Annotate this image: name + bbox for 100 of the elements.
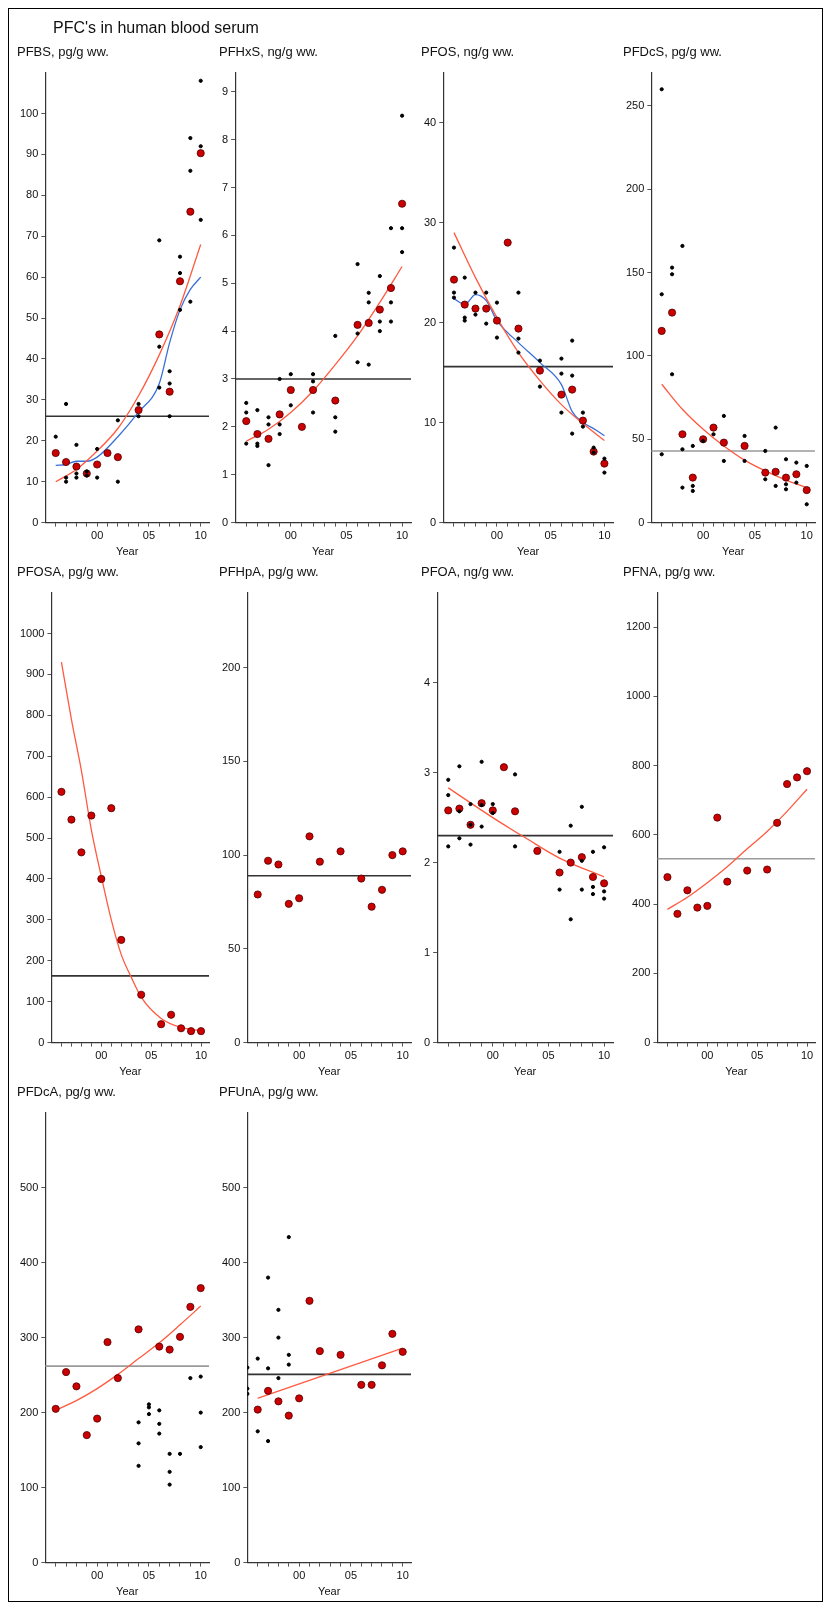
x-tick-label: 00 bbox=[95, 1049, 108, 1062]
y-tick-label: 150 bbox=[221, 754, 241, 767]
y-tick-label: 300 bbox=[19, 1330, 39, 1343]
y-tick-label: 100 bbox=[19, 1480, 39, 1493]
y-tick-label: 20 bbox=[423, 315, 437, 328]
chart-title: PFHpA, pg/g ww. bbox=[219, 564, 319, 580]
y-tick-label: 200 bbox=[26, 953, 45, 966]
y-tick-label: 900 bbox=[26, 667, 45, 680]
y-tick-label: 70 bbox=[26, 229, 39, 242]
x-tick-label: 00 bbox=[293, 1569, 306, 1582]
chart-title: PFOS, ng/g ww. bbox=[421, 44, 515, 60]
y-tick-label: 600 bbox=[26, 790, 45, 803]
y-tick-label: 2 bbox=[221, 419, 229, 432]
x-axis-title: Year bbox=[119, 1065, 142, 1078]
y-tick-label: 700 bbox=[26, 749, 45, 762]
chart-title: PFBS, pg/g ww. bbox=[17, 44, 109, 60]
y-tick-label: 200 bbox=[625, 182, 645, 195]
x-tick-label: 10 bbox=[396, 1569, 409, 1582]
y-tick-label: 200 bbox=[221, 1405, 241, 1418]
y-tick-label: 100 bbox=[221, 848, 241, 861]
x-axis-title: Year bbox=[311, 545, 335, 558]
y-tick-label: 4 bbox=[221, 324, 229, 337]
x-tick-label: 05 bbox=[544, 529, 557, 542]
y-tick-label: 1 bbox=[423, 945, 431, 958]
x-tick-label: 00 bbox=[486, 1049, 499, 1062]
y-tick-label: 2 bbox=[423, 855, 431, 868]
x-tick-label: 05 bbox=[340, 529, 353, 542]
x-axis-title: Year bbox=[513, 1065, 537, 1078]
x-tick-label: 05 bbox=[344, 1569, 358, 1582]
x-axis-title: Year bbox=[318, 1065, 341, 1078]
y-tick-label: 800 bbox=[632, 758, 651, 771]
chart-title: PFDcS, pg/g ww. bbox=[623, 44, 722, 60]
y-tick-label: 200 bbox=[19, 1405, 39, 1418]
y-tick-label: 300 bbox=[26, 912, 45, 925]
y-tick-label: 6 bbox=[221, 228, 229, 241]
y-tick-label: 40 bbox=[423, 115, 437, 128]
x-tick-label: 00 bbox=[697, 529, 710, 542]
x-tick-label: 10 bbox=[800, 1049, 814, 1062]
y-tick-label: 3 bbox=[423, 765, 431, 778]
y-tick-label: 400 bbox=[26, 871, 45, 884]
x-tick-label: 10 bbox=[598, 529, 611, 542]
y-tick-label: 40 bbox=[26, 351, 39, 364]
x-axis-title: Year bbox=[725, 1065, 748, 1078]
x-tick-label: 00 bbox=[490, 529, 504, 542]
chart-title: PFOA, ng/g ww. bbox=[421, 564, 515, 580]
y-tick-label: 60 bbox=[26, 270, 39, 283]
x-tick-label: 10 bbox=[800, 529, 813, 542]
y-tick-label: 7 bbox=[221, 180, 229, 193]
y-tick-label: 50 bbox=[228, 941, 241, 954]
x-axis-title: Year bbox=[318, 1585, 341, 1598]
x-tick-label: 00 bbox=[701, 1049, 714, 1062]
y-tick-label: 0 bbox=[234, 1035, 241, 1048]
y-tick-label: 8 bbox=[221, 132, 229, 145]
x-tick-label: 00 bbox=[91, 529, 104, 542]
y-tick-label: 10 bbox=[26, 474, 39, 487]
y-tick-label: 200 bbox=[632, 966, 651, 979]
y-tick-label: 0 bbox=[221, 515, 229, 528]
y-tick-label: 3 bbox=[221, 372, 229, 385]
x-tick-label: 10 bbox=[597, 1049, 611, 1062]
x-tick-label: 05 bbox=[751, 1049, 764, 1062]
x-tick-label: 05 bbox=[344, 1049, 358, 1062]
chart-title: PFOSA, pg/g ww. bbox=[17, 564, 119, 580]
text: PFC's in human blood serum bbox=[53, 19, 259, 36]
y-tick-label: 100 bbox=[221, 1480, 241, 1493]
y-tick-label: 0 bbox=[234, 1555, 241, 1568]
y-tick-label: 0 bbox=[32, 1555, 39, 1568]
y-tick-label: 20 bbox=[26, 433, 39, 446]
y-tick-label: 9 bbox=[221, 84, 229, 97]
y-tick-label: 30 bbox=[423, 215, 437, 228]
y-tick-label: 1000 bbox=[19, 626, 45, 639]
chart-title: PFHxS, ng/g ww. bbox=[219, 44, 318, 60]
y-tick-label: 30 bbox=[26, 392, 39, 405]
y-tick-label: 150 bbox=[625, 265, 645, 278]
x-tick-label: 10 bbox=[194, 529, 207, 542]
y-tick-label: 80 bbox=[26, 188, 39, 201]
x-tick-label: 10 bbox=[395, 529, 409, 542]
x-tick-label: 10 bbox=[194, 1049, 208, 1062]
y-tick-label: 200 bbox=[221, 660, 241, 673]
y-tick-label: 1000 bbox=[625, 689, 651, 702]
y-tick-label: 100 bbox=[26, 994, 45, 1007]
y-tick-label: 50 bbox=[632, 432, 645, 445]
y-tick-label: 600 bbox=[632, 827, 651, 840]
chart-title: PFDcA, pg/g ww. bbox=[17, 1084, 116, 1100]
y-tick-label: 4 bbox=[423, 675, 431, 688]
y-tick-label: 0 bbox=[430, 515, 437, 528]
x-tick-label: 05 bbox=[542, 1049, 555, 1062]
y-tick-label: 0 bbox=[644, 1035, 651, 1048]
y-tick-label: 1 bbox=[221, 467, 229, 480]
y-tick-label: 0 bbox=[32, 515, 39, 528]
y-tick-label: 500 bbox=[26, 831, 45, 844]
y-tick-label: 400 bbox=[19, 1255, 39, 1268]
y-tick-label: 100 bbox=[19, 106, 39, 119]
y-tick-label: 250 bbox=[625, 98, 645, 111]
y-tick-label: 400 bbox=[221, 1255, 241, 1268]
x-axis-title: Year bbox=[116, 545, 139, 558]
x-tick-label: 10 bbox=[194, 1569, 207, 1582]
y-tick-label: 1200 bbox=[625, 620, 651, 633]
y-tick-label: 0 bbox=[638, 515, 645, 528]
x-tick-label: 10 bbox=[396, 1049, 409, 1062]
y-tick-label: 500 bbox=[19, 1180, 39, 1193]
